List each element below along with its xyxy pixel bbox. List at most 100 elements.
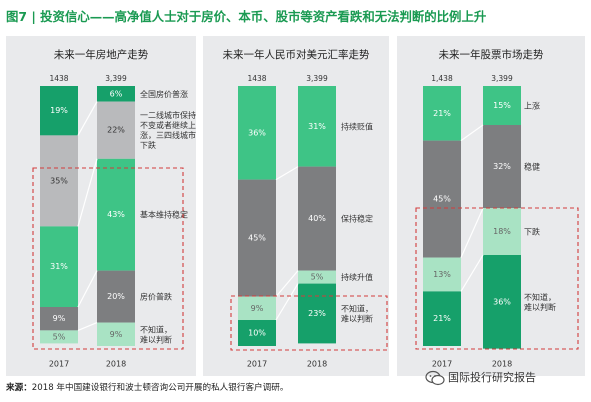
chart3-label-2018-seg2: 32%	[493, 162, 511, 171]
chart3-connector-1	[460, 124, 484, 142]
chart3-xtick-2018: 2018	[492, 360, 512, 369]
chart2-label-2017-seg2: 45%	[248, 234, 266, 243]
chart2-connector-1	[275, 166, 299, 181]
chart2-sample-size-2017: 1438	[247, 74, 266, 83]
chart3-bar-2018-seg4	[483, 255, 521, 349]
chart3-label-2017-seg1: 21%	[433, 109, 451, 118]
chart3-label-2018-seg4: 36%	[493, 297, 511, 306]
chart2-bar-2018-seg4	[298, 283, 336, 344]
chart1-bar-2017-seg1	[40, 86, 78, 136]
chart2-title: 未来一年人民币对美元汇率走势	[223, 48, 370, 61]
chart1-xtick-2017: 2017	[49, 360, 69, 369]
chart1-xtick-2018: 2018	[106, 360, 126, 369]
chart2-legend-4: 不知道，难以判断	[341, 303, 373, 323]
chart2-bar-2018-seg1	[298, 86, 336, 167]
chart1-legend-2: 一二线城市保持不变或者继续上涨，三四线城市下跌	[140, 110, 196, 150]
wechat-icon	[425, 370, 445, 386]
chart2-legend-1: 持续贬值	[341, 121, 373, 131]
chart1-legend-1: 全国房价普涨	[140, 88, 188, 98]
chart2-connector-3	[275, 283, 299, 321]
chart1-bar-2017-seg2	[40, 135, 78, 227]
chart1-bar-2018-seg1	[97, 86, 135, 102]
chart2-label-2017-seg1: 36%	[248, 128, 266, 137]
chart1-label-2017-seg3: 31%	[50, 262, 68, 271]
chart2-label-2017-seg4: 10%	[248, 329, 266, 338]
chart3-sample-size-2017: 1,438	[431, 74, 453, 83]
source-label: 来源：	[6, 383, 32, 393]
chart1-bar-2017-seg3	[40, 226, 78, 307]
chart1-label-2018-seg4: 20%	[107, 292, 125, 301]
chart1-connector-4	[77, 322, 98, 331]
chart3-title: 未来一年股票市场走势	[439, 48, 544, 61]
chart3-label-2017-seg2: 45%	[433, 195, 451, 204]
chart1-legend-5: 不知道，难以判断	[140, 324, 172, 344]
chart3-legend-3: 下跌	[524, 226, 540, 236]
chart1-bar-2018-seg5	[97, 322, 135, 346]
chart3-label-2017-seg3: 13%	[433, 270, 451, 279]
chart1-sample-size-2017: 1438	[49, 74, 68, 83]
chart3-legend-4: 不知道，难以判断	[524, 291, 556, 311]
chart3-bar-2017-seg4	[423, 291, 461, 346]
chart1-label-2018-seg1: 6%	[110, 89, 123, 98]
chart2-connector-2	[275, 270, 299, 297]
chart3-label-2018-seg3: 18%	[493, 227, 511, 236]
chart3-xtick-2017: 2017	[432, 360, 452, 369]
chart1-title: 未来一年房地产走势	[54, 48, 149, 61]
chart1-connector-3	[77, 270, 98, 308]
chart1-label-2017-seg5: 5%	[53, 332, 66, 341]
chart2-xtick-2018: 2018	[307, 360, 327, 369]
chart3-bar-2018-seg3	[483, 208, 521, 255]
figure-title: 图7 | 投资信心——高净值人士对于房价、本币、股市等资产看跌和无法判断的比例上…	[6, 9, 487, 24]
chart1-highlight-box	[32, 167, 184, 350]
chart1-bar-2017-seg5	[40, 330, 78, 344]
chart3-bar-2017-seg2	[423, 140, 461, 258]
chart2-legend-2: 保持稳定	[341, 213, 373, 223]
chart1-connector-2	[77, 158, 98, 227]
chart2-bar-2018-seg2	[298, 166, 336, 271]
chart1-label-2017-seg1: 19%	[50, 106, 68, 115]
chart2-bar-2018-seg3	[298, 270, 336, 284]
chart3-connector-3	[460, 254, 484, 292]
chart1-bar-2018-seg2	[97, 101, 135, 159]
chart1-bar-2017-seg4	[40, 307, 78, 331]
chart2-highlight-box	[230, 295, 388, 351]
chart2-bar-2017-seg2	[238, 179, 276, 297]
chart1-label-2018-seg2: 22%	[107, 126, 125, 135]
chart2-bar-2017-seg3	[238, 296, 276, 320]
chart1-legend-3: 基本维持稳定	[140, 209, 188, 219]
chart1-label-2017-seg4: 9%	[53, 314, 66, 323]
chart2-label-2018-seg2: 40%	[308, 214, 326, 223]
chart2-bar-2017-seg4	[238, 320, 276, 346]
chart1-bar-2018-seg3	[97, 158, 135, 271]
chart3-bar-2018-seg2	[483, 125, 521, 209]
source-text: 2018 年中国建设银行和波士顿咨询公司开展的私人银行客户调研。	[31, 383, 289, 393]
chart3-label-2018-seg1: 15%	[493, 101, 511, 110]
chart2-label-2017-seg3: 9%	[251, 304, 264, 313]
chart1-label-2018-seg5: 9%	[110, 330, 123, 339]
chart3-connector-2	[460, 207, 484, 258]
chart2-xtick-2017: 2017	[247, 360, 267, 369]
watermark-text: 国际投行研究报告	[448, 371, 536, 384]
chart3-legend-1: 上涨	[524, 100, 540, 110]
chart3-label-2017-seg4: 21%	[433, 314, 451, 323]
chart3-bar-2017-seg3	[423, 257, 461, 292]
chart1-sample-size-2018: 3,399	[105, 74, 127, 83]
chart2-label-2018-seg3: 5%	[311, 273, 324, 282]
watermark: 国际投行研究报告	[425, 366, 536, 390]
chart3-legend-2: 稳健	[524, 161, 540, 171]
chart3-sample-size-2018: 3,399	[491, 74, 513, 83]
chart1-connector-1	[77, 101, 98, 136]
chart3-bar-2018-seg1	[483, 86, 521, 125]
chart2-legend-3: 持续升值	[341, 272, 373, 282]
source-note: 来源：2018 年中国建设银行和波士顿咨询公司开展的私人银行客户调研。	[6, 378, 288, 398]
chart1-label-2017-seg2: 35%	[50, 176, 68, 185]
chart1-bar-2018-seg4	[97, 270, 135, 323]
panel-rmb	[203, 36, 389, 376]
chart3-bar-2017-seg1	[423, 86, 461, 141]
chart2-sample-size-2018: 3,399	[306, 74, 328, 83]
chart2-label-2018-seg1: 31%	[308, 122, 326, 131]
chart2-bar-2017-seg1	[238, 86, 276, 180]
chart1-legend-4: 房价普跌	[140, 291, 172, 301]
chart3-highlight-box	[415, 207, 579, 350]
